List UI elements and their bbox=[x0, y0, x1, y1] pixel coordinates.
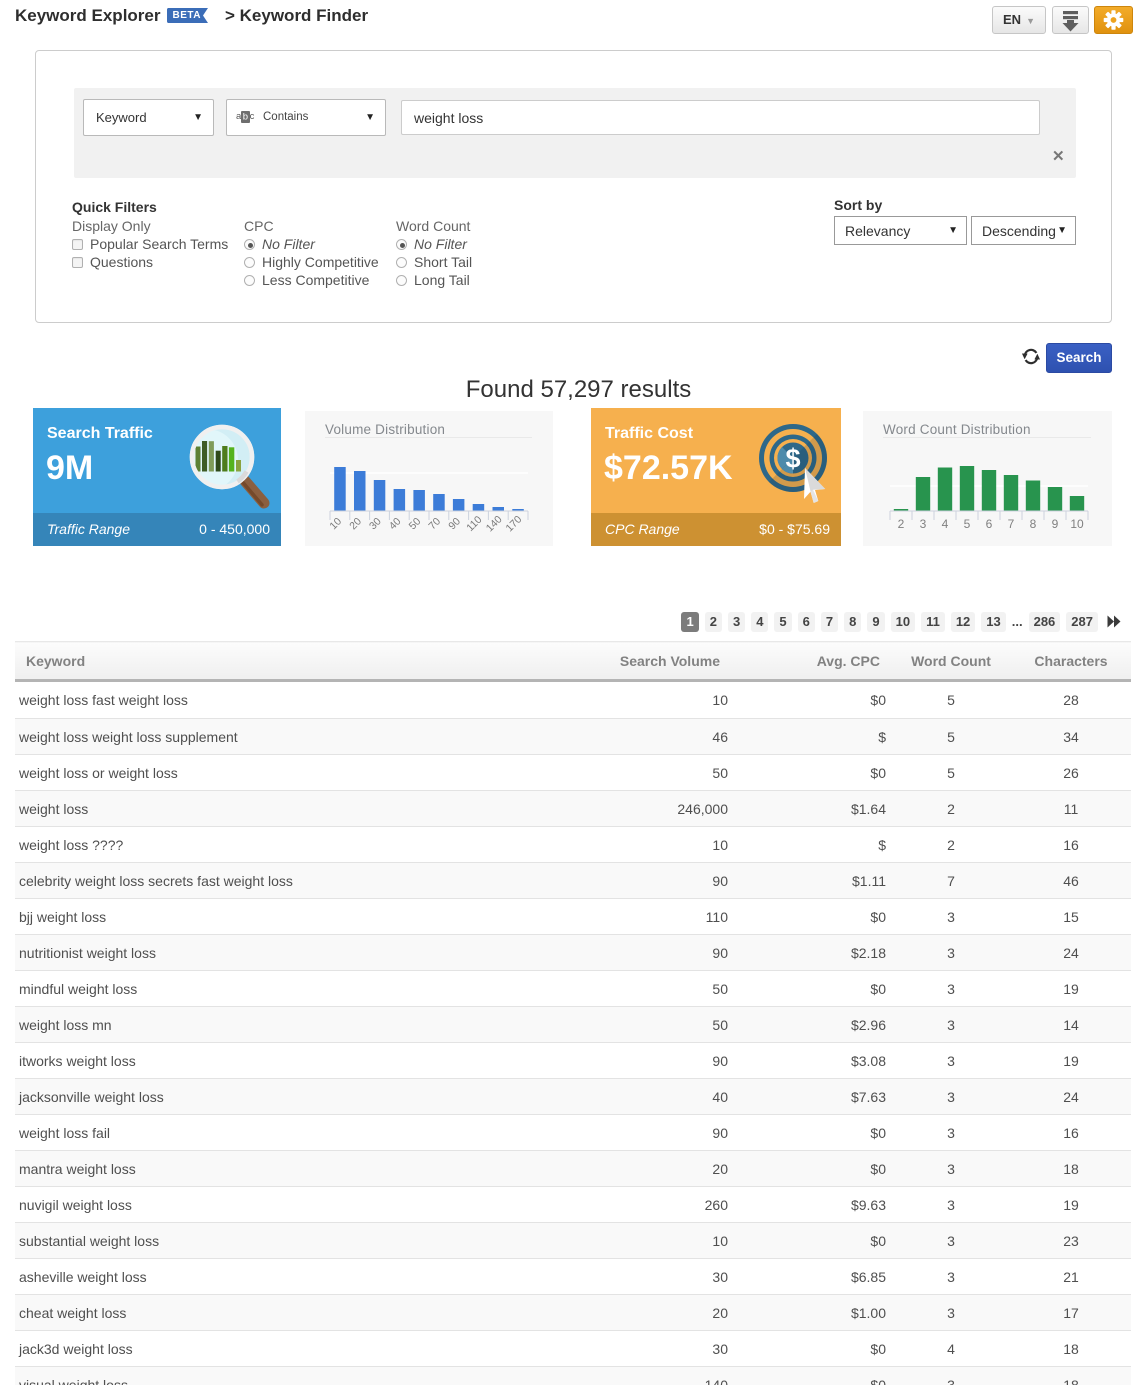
svg-text:$: $ bbox=[785, 444, 800, 474]
svg-text:2: 2 bbox=[898, 517, 905, 531]
svg-text:5: 5 bbox=[964, 517, 971, 531]
svg-text:110: 110 bbox=[464, 514, 484, 534]
svg-text:8: 8 bbox=[1030, 517, 1037, 531]
svg-text:170: 170 bbox=[504, 513, 525, 534]
svg-text:6: 6 bbox=[986, 517, 993, 531]
svg-text:9: 9 bbox=[1052, 517, 1059, 531]
svg-text:140: 140 bbox=[484, 513, 505, 534]
svg-text:3: 3 bbox=[920, 517, 927, 531]
svg-text:7: 7 bbox=[1008, 517, 1015, 531]
svg-text:4: 4 bbox=[942, 517, 949, 531]
svg-text:10: 10 bbox=[1070, 517, 1084, 531]
